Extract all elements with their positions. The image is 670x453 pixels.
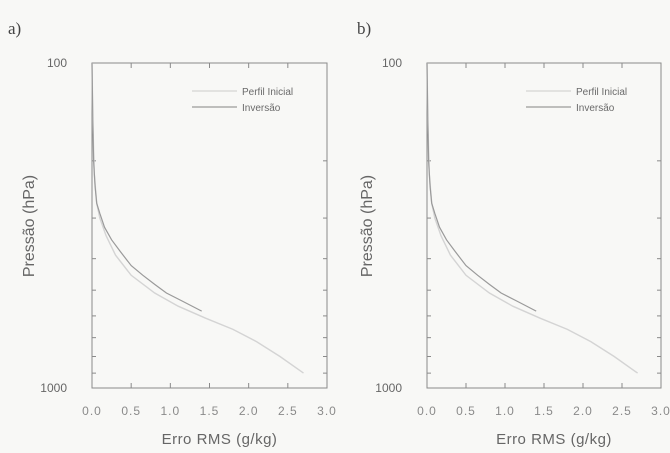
y-tick-label: 1000 [40, 381, 67, 395]
x-tick-label: 2.0 [573, 404, 593, 418]
panel-label: a) [8, 19, 21, 38]
legend-label: Inversão [576, 103, 615, 114]
x-tick-label: 3.0 [651, 404, 670, 418]
x-tick-label: 1.0 [160, 404, 180, 418]
x-tick-label: 2.5 [278, 404, 298, 418]
legend-label: Inversão [242, 103, 281, 114]
y-tick-label: 100 [382, 56, 402, 70]
plot-frame [426, 62, 662, 389]
x-tick-label: 0.5 [456, 404, 476, 418]
x-tick-label: 1.5 [534, 404, 554, 418]
x-tick-label: 1.5 [200, 404, 220, 418]
x-tick-label: 0.0 [82, 404, 102, 418]
x-tick-label: 2.5 [612, 404, 632, 418]
x-tick-label: 1.0 [495, 404, 515, 418]
y-axis-title: Pressão (hPa) [359, 175, 376, 277]
panel-label: b) [357, 19, 371, 38]
x-tick-label: 0.0 [417, 404, 437, 418]
x-axis-title: Erro RMS (g/kg) [162, 431, 278, 448]
y-axis-title: Pressão (hPa) [21, 175, 38, 277]
panel-a: a) 0.0 0.5 1.0 1.5 2.0 2.5 3.0 100 1000 Pressão (h… [8, 19, 337, 448]
series-line-inversao [426, 62, 537, 312]
x-tick-label: 0.5 [121, 404, 141, 418]
panel-b: b) 0.0 0.5 1.0 1.5 2.0 2.5 3.0 100 1000 Pressão (h… [357, 19, 670, 448]
y-tick-label: 100 [47, 56, 67, 70]
plot-frame [91, 62, 328, 389]
legend-label: Perfil Inicial [576, 87, 627, 98]
series-line-inversao [91, 62, 202, 312]
x-axis-title: Erro RMS (g/kg) [496, 431, 612, 448]
y-tick-label: 1000 [375, 381, 402, 395]
x-tick-label: 3.0 [317, 404, 337, 418]
x-tick-label: 2.0 [239, 404, 259, 418]
legend-label: Perfil Inicial [242, 87, 293, 98]
